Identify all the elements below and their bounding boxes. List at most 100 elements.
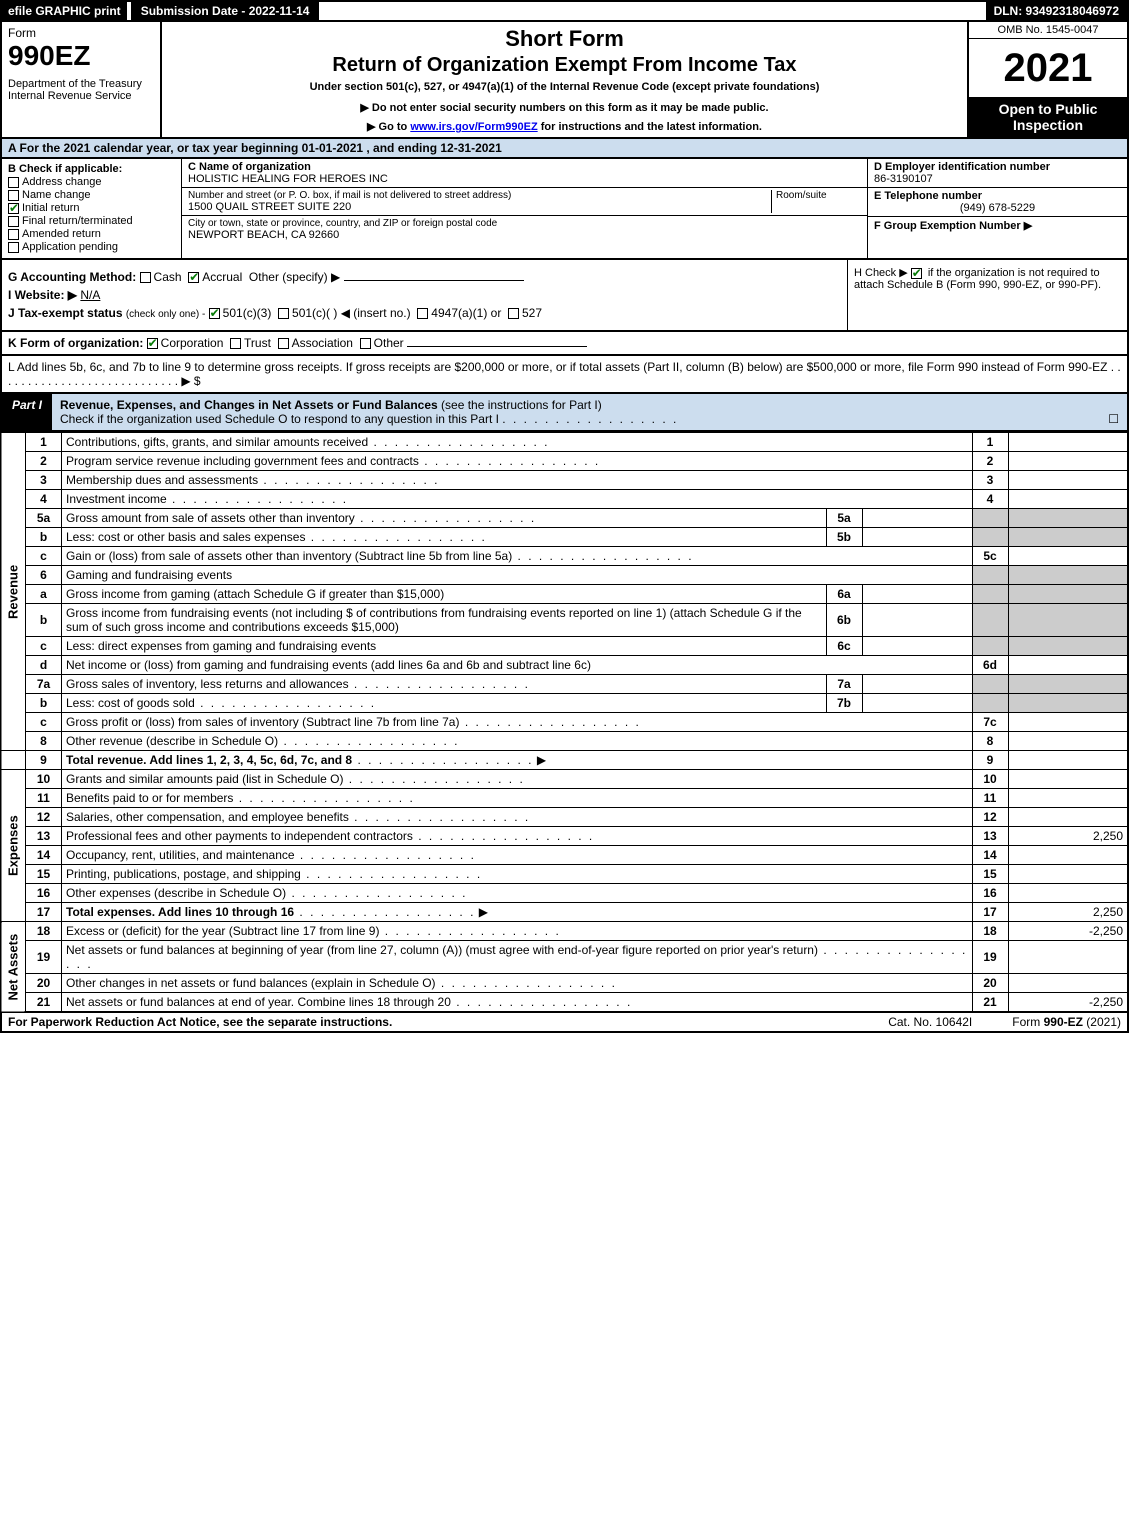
rval: [1008, 770, 1128, 789]
c-city-label: City or town, state or province, country…: [188, 218, 861, 229]
cb-schedule-b[interactable]: [911, 268, 922, 279]
lnum: 14: [26, 846, 62, 865]
cb-association[interactable]: [278, 338, 289, 349]
cb-other[interactable]: [360, 338, 371, 349]
section-ghij: G Accounting Method: Cash Accrual Other …: [0, 260, 1129, 332]
line-13: 13 Professional fees and other payments …: [1, 827, 1128, 846]
ldesc: Salaries, other compensation, and employ…: [66, 810, 349, 824]
cb-corporation[interactable]: [147, 338, 158, 349]
part-i-tab: Part I: [2, 394, 52, 430]
c-street-label: Number and street (or P. O. box, if mail…: [188, 190, 771, 201]
part-i-title-bold: Revenue, Expenses, and Changes in Net As…: [60, 398, 438, 412]
cb-501c3[interactable]: [209, 308, 220, 319]
subnum: 7a: [826, 675, 862, 694]
rval: [1008, 433, 1128, 452]
rnum: 21: [972, 993, 1008, 1013]
cb-accrual[interactable]: [188, 272, 199, 283]
lnum: 11: [26, 789, 62, 808]
j-opt4: 527: [522, 306, 542, 320]
lnum: b: [26, 604, 62, 637]
cb-527[interactable]: [508, 308, 519, 319]
cb-name-change[interactable]: Name change: [8, 189, 175, 201]
cb-cash[interactable]: [140, 272, 151, 283]
rnum: 13: [972, 827, 1008, 846]
ldesc: Gross sales of inventory, less returns a…: [66, 677, 349, 691]
form-header: Form 990EZ Department of the Treasury In…: [0, 22, 1129, 139]
lnum: 1: [26, 433, 62, 452]
footer-right-post: (2021): [1083, 1015, 1121, 1029]
rnum-shade: [972, 528, 1008, 547]
line-5c: c Gain or (loss) from sale of assets oth…: [1, 547, 1128, 566]
c-name-row: C Name of organization HOLISTIC HEALING …: [182, 159, 867, 188]
c-street-row: Number and street (or P. O. box, if mail…: [182, 188, 867, 216]
rnum-shade: [972, 694, 1008, 713]
line-12: 12 Salaries, other compensation, and emp…: [1, 808, 1128, 827]
k-opt: Association: [292, 336, 353, 350]
rval: [1008, 751, 1128, 770]
ldesc: Net income or (loss) from gaming and fun…: [62, 656, 973, 675]
rval: 2,250: [1008, 827, 1128, 846]
i-label: I Website: ▶: [8, 288, 77, 302]
org-city: NEWPORT BEACH, CA 92660: [188, 229, 861, 241]
h-pre: H Check ▶: [854, 267, 911, 279]
cb-initial-return[interactable]: Initial return: [8, 202, 175, 214]
line-5b: b Less: cost or other basis and sales ex…: [1, 528, 1128, 547]
subnum: 6a: [826, 585, 862, 604]
cb-trust[interactable]: [230, 338, 241, 349]
goto-post: for instructions and the latest informat…: [538, 121, 762, 133]
line-17: 17 Total expenses. Add lines 10 through …: [1, 903, 1128, 922]
ldesc: Gross profit or (loss) from sales of inv…: [66, 715, 459, 729]
lnum: 6: [26, 566, 62, 585]
footer-right-bold: 990-EZ: [1044, 1015, 1083, 1029]
cb-4947[interactable]: [417, 308, 428, 319]
ldesc: Net assets or fund balances at beginning…: [66, 943, 818, 957]
part-i-checkbox[interactable]: ☐: [1108, 412, 1119, 426]
do-not-enter-text: ▶ Do not enter social security numbers o…: [170, 101, 959, 114]
rnum-shade: [972, 585, 1008, 604]
goto-link[interactable]: www.irs.gov/Form990EZ: [410, 121, 537, 133]
rval-shade: [1008, 675, 1128, 694]
cb-application-pending[interactable]: Application pending: [8, 241, 175, 253]
line-6: 6 Gaming and fundraising events: [1, 566, 1128, 585]
line-16: 16 Other expenses (describe in Schedule …: [1, 884, 1128, 903]
form-word: Form: [8, 26, 154, 40]
rnum: 10: [972, 770, 1008, 789]
rval: [1008, 789, 1128, 808]
g-cash: Cash: [154, 270, 182, 284]
footer-right: Form 990-EZ (2021): [1012, 1015, 1121, 1029]
cb-final-return[interactable]: Final return/terminated: [8, 215, 175, 227]
ldesc: Less: cost of goods sold: [66, 696, 195, 710]
goto-pre: ▶ Go to: [367, 121, 410, 133]
j-opt3: 4947(a)(1) or: [431, 306, 501, 320]
subval: [862, 675, 972, 694]
g-accounting-method: G Accounting Method: Cash Accrual Other …: [8, 270, 841, 284]
rval-shade: [1008, 528, 1128, 547]
cb-label: Initial return: [22, 202, 79, 214]
line-7b: b Less: cost of goods sold 7b: [1, 694, 1128, 713]
lnum: 10: [26, 770, 62, 789]
phone-value: (949) 678-5229: [874, 202, 1121, 214]
rval: [1008, 974, 1128, 993]
part-i-title: Revenue, Expenses, and Changes in Net As…: [52, 394, 1127, 430]
cb-address-change[interactable]: Address change: [8, 176, 175, 188]
subnum: 5b: [826, 528, 862, 547]
ldesc: Total expenses. Add lines 10 through 16: [66, 905, 294, 919]
cb-label: Name change: [22, 189, 91, 201]
part-i-check-line: Check if the organization used Schedule …: [60, 412, 499, 426]
line-7c: c Gross profit or (loss) from sales of i…: [1, 713, 1128, 732]
rval: [1008, 452, 1128, 471]
subval: [862, 528, 972, 547]
cb-501c[interactable]: [278, 308, 289, 319]
cb-label: Address change: [22, 176, 102, 188]
cb-amended-return[interactable]: Amended return: [8, 228, 175, 240]
d-label: D Employer identification number: [874, 161, 1121, 173]
form-number: 990EZ: [8, 40, 154, 72]
subnum: 5a: [826, 509, 862, 528]
line-14: 14 Occupancy, rent, utilities, and maint…: [1, 846, 1128, 865]
line-8: 8 Other revenue (describe in Schedule O)…: [1, 732, 1128, 751]
line-6b: b Gross income from fundraising events (…: [1, 604, 1128, 637]
lnum: 12: [26, 808, 62, 827]
lnum: 13: [26, 827, 62, 846]
side-netassets: Net Assets: [1, 922, 26, 1013]
lnum: b: [26, 694, 62, 713]
